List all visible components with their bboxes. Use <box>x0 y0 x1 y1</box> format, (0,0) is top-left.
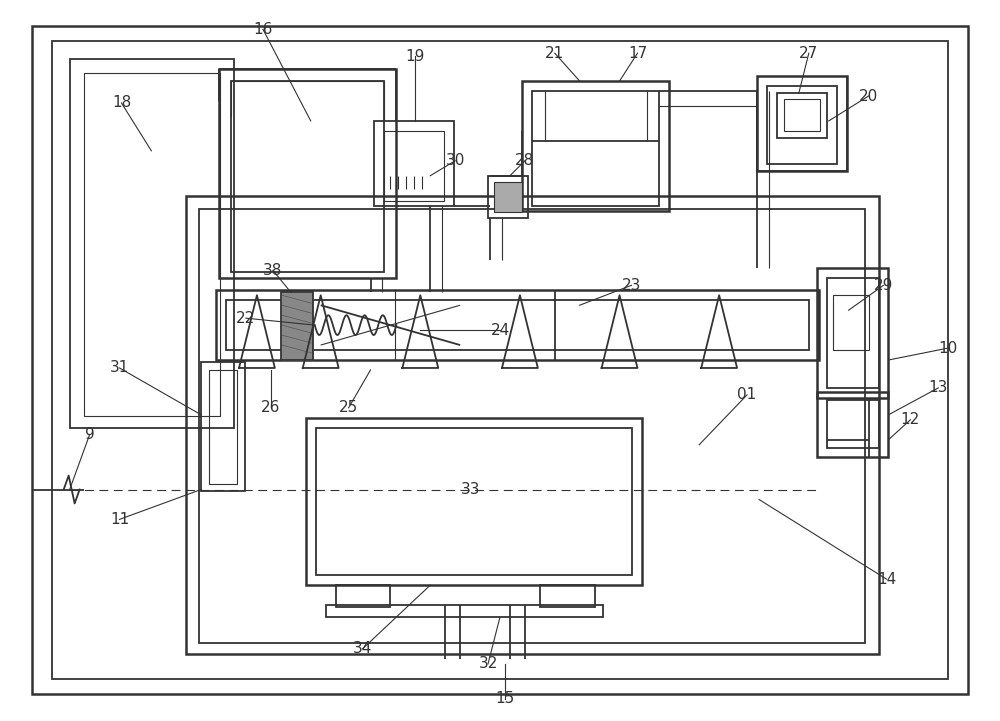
Text: 24: 24 <box>490 322 510 337</box>
Bar <box>532 91 659 205</box>
Text: 29: 29 <box>874 278 893 293</box>
Bar <box>316 428 632 575</box>
Text: 27: 27 <box>799 45 818 61</box>
Bar <box>384 131 444 200</box>
Bar <box>84 73 220 416</box>
Text: 16: 16 <box>253 22 273 37</box>
Text: 18: 18 <box>112 95 131 110</box>
Bar <box>216 291 819 360</box>
Text: 28: 28 <box>515 154 535 168</box>
Text: 25: 25 <box>339 400 358 415</box>
Text: 30: 30 <box>445 154 465 168</box>
Bar <box>281 292 313 360</box>
Bar <box>306 417 642 585</box>
Bar <box>494 182 522 211</box>
Text: 21: 21 <box>545 45 564 61</box>
Text: 9: 9 <box>85 428 94 442</box>
Bar <box>70 59 234 428</box>
Text: 26: 26 <box>261 400 281 415</box>
Text: 20: 20 <box>859 89 878 104</box>
Text: 33: 33 <box>460 482 480 497</box>
Bar <box>757 76 847 171</box>
Text: 34: 34 <box>353 642 372 656</box>
Text: 38: 38 <box>263 263 283 278</box>
Text: 11: 11 <box>110 512 129 527</box>
Bar <box>777 93 827 138</box>
Bar <box>817 268 888 398</box>
Text: 10: 10 <box>939 340 958 355</box>
Bar <box>231 81 384 273</box>
Text: 13: 13 <box>929 381 948 395</box>
Text: 31: 31 <box>110 360 129 376</box>
Text: 12: 12 <box>901 412 920 428</box>
Bar <box>817 392 888 456</box>
Bar <box>52 41 948 678</box>
Bar <box>833 296 869 350</box>
Bar <box>767 86 837 164</box>
Bar <box>540 585 595 607</box>
Bar <box>199 208 865 643</box>
Text: 19: 19 <box>406 49 425 63</box>
Bar <box>374 121 454 205</box>
Bar <box>226 300 809 350</box>
Bar <box>209 370 237 484</box>
Text: 01: 01 <box>737 387 757 402</box>
Text: 17: 17 <box>628 45 647 61</box>
Bar <box>522 81 669 211</box>
Bar <box>219 69 396 278</box>
Bar <box>488 176 528 218</box>
Bar <box>827 400 879 448</box>
Text: 22: 22 <box>236 311 256 326</box>
Bar <box>186 195 879 654</box>
Text: 14: 14 <box>877 572 896 587</box>
Bar <box>336 585 390 607</box>
Bar <box>281 292 313 360</box>
Text: 32: 32 <box>478 656 498 671</box>
Bar <box>326 605 603 617</box>
Bar <box>827 278 879 388</box>
Text: 15: 15 <box>495 691 515 706</box>
Text: 23: 23 <box>622 278 641 293</box>
Bar <box>784 99 820 131</box>
Bar <box>201 362 245 492</box>
